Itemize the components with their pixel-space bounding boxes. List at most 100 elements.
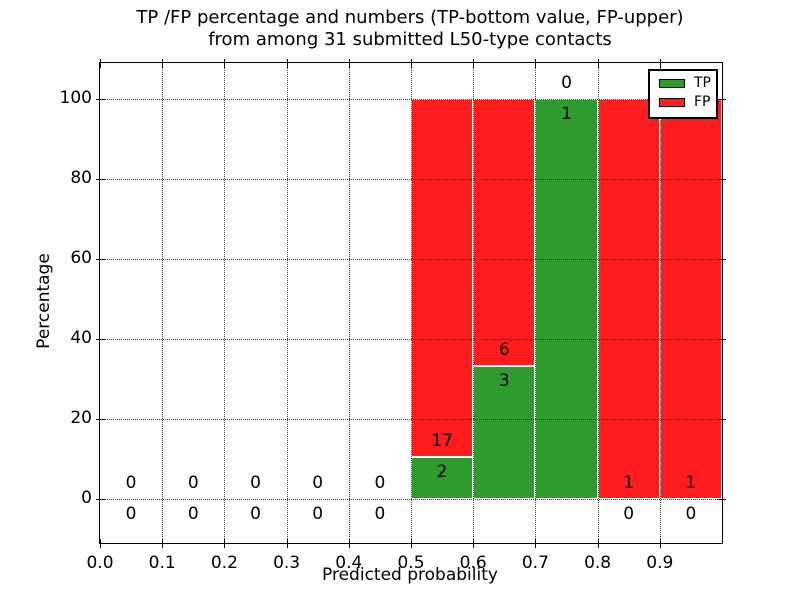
y-tick-mark-right — [717, 259, 726, 260]
legend-item: TP — [650, 74, 716, 93]
x-gridline — [597, 63, 599, 543]
legend-label: FP — [694, 94, 711, 110]
x-gridline — [162, 63, 164, 543]
plot-area: TP FP 0 0 0 0 0 0 0 0 0 0 17 2 6 3 0 1 1 0 1 0 0.0 0.1 0.2 0.3 0.… — [60, 59, 726, 573]
y-tick-mark — [96, 339, 105, 340]
tp-count-label: 0 — [250, 504, 261, 524]
x-tick-mark — [535, 539, 537, 548]
tp-bar — [535, 99, 598, 499]
x-axis-label: Predicted probability — [322, 565, 498, 585]
x-tick-mark — [224, 539, 226, 548]
y-gridline — [100, 179, 722, 180]
x-tick-mark-top — [659, 59, 661, 68]
x-tick-mark — [100, 539, 101, 548]
y-tick-label: 20 — [70, 408, 92, 428]
chart-title-line2: from among 31 submitted L50-type contact… — [208, 29, 612, 50]
y-gridline — [100, 339, 722, 340]
fp-count-label: 0 — [312, 473, 324, 493]
x-tick-label: 0.6 — [459, 553, 487, 573]
x-gridline — [411, 63, 412, 543]
fp-count-label: 1 — [623, 473, 635, 493]
y-gridline — [100, 99, 722, 100]
x-tick-mark-top — [535, 59, 537, 68]
chart-title-line1: TP /FP percentage and numbers (TP-bottom… — [136, 7, 684, 28]
x-gridline — [348, 63, 350, 543]
y-tick-mark-right — [717, 99, 726, 100]
fp-bar — [597, 99, 660, 499]
legend: TP FP — [648, 69, 718, 119]
fp-legend-swatch — [659, 98, 685, 107]
tp-count-label: 3 — [498, 370, 510, 391]
x-tick-label: 0.7 — [521, 553, 549, 573]
x-tick-mark — [162, 539, 164, 548]
tp-count-label: 0 — [187, 504, 199, 524]
x-gridline — [659, 63, 661, 543]
x-gridline — [473, 63, 475, 543]
fp-bar — [473, 99, 536, 366]
x-tick-mark — [411, 539, 412, 548]
fp-count-label: 0 — [125, 473, 137, 493]
fp-bar — [411, 99, 474, 457]
fp-count-label: 17 — [431, 430, 453, 451]
x-tick-label: 0.8 — [584, 553, 612, 573]
fp-count-label: 0 — [250, 473, 261, 493]
x-tick-mark — [659, 539, 661, 548]
fp-count-label: 0 — [561, 73, 572, 93]
x-gridline — [286, 63, 288, 543]
tp-legend-swatch — [659, 79, 685, 88]
y-tick-mark — [96, 419, 105, 420]
x-tick-mark-top — [348, 59, 350, 68]
y-tick-label: 100 — [59, 88, 92, 108]
x-tick-label: 0.4 — [335, 553, 363, 573]
x-tick-mark-top — [286, 59, 288, 68]
fp-count-label: 6 — [498, 339, 510, 360]
chart-title: TP /FP percentage and numbers (TP-bottom… — [99, 7, 721, 51]
legend-label: TP — [694, 75, 711, 91]
tp-count-label: 0 — [623, 504, 635, 524]
x-tick-mark — [473, 539, 475, 548]
x-gridline — [224, 63, 226, 543]
y-tick-mark-right — [717, 419, 726, 420]
x-gridline — [535, 63, 537, 543]
tp-count-label: 1 — [561, 104, 572, 124]
x-tick-label: 0.9 — [646, 553, 674, 573]
tp-count-label: 2 — [436, 461, 448, 482]
x-tick-mark — [597, 539, 599, 548]
x-tick-label: 0.3 — [273, 553, 301, 573]
x-tick-mark-top — [224, 59, 226, 68]
tp-count-label: 0 — [685, 504, 697, 524]
y-gridline — [100, 419, 722, 420]
y-tick-mark-right — [717, 179, 726, 180]
y-tick-mark — [96, 179, 105, 180]
y-tick-mark — [96, 99, 105, 100]
x-tick-mark-top — [100, 59, 101, 68]
tp-count-label: 0 — [374, 504, 386, 524]
tp-bar — [473, 365, 536, 499]
x-tick-label: 0.1 — [148, 553, 176, 573]
tp-bar — [411, 456, 474, 499]
legend-item: FP — [650, 93, 716, 112]
y-tick-mark-right — [717, 499, 726, 500]
y-tick-mark — [96, 499, 105, 500]
y-gridline — [100, 499, 722, 500]
fp-count-label: 0 — [374, 473, 386, 493]
x-tick-mark-top — [162, 59, 164, 68]
y-tick-mark — [96, 259, 105, 260]
x-tick-label: 0.5 — [397, 553, 425, 573]
x-tick-mark-top — [473, 59, 475, 68]
x-tick-mark-top — [411, 59, 412, 68]
tp-count-label: 0 — [125, 504, 137, 524]
x-tick-label: 0.0 — [86, 553, 114, 573]
x-tick-mark — [348, 539, 350, 548]
y-gridline — [100, 259, 722, 260]
x-tick-label: 0.2 — [210, 553, 238, 573]
x-tick-mark-top — [597, 59, 599, 68]
y-tick-label: 0 — [81, 488, 92, 508]
x-tick-mark — [286, 539, 288, 548]
fp-bar — [659, 99, 722, 499]
y-tick-label: 60 — [70, 248, 92, 268]
fp-count-label: 0 — [187, 473, 199, 493]
tp-count-label: 0 — [312, 504, 324, 524]
y-tick-label: 80 — [70, 168, 92, 188]
